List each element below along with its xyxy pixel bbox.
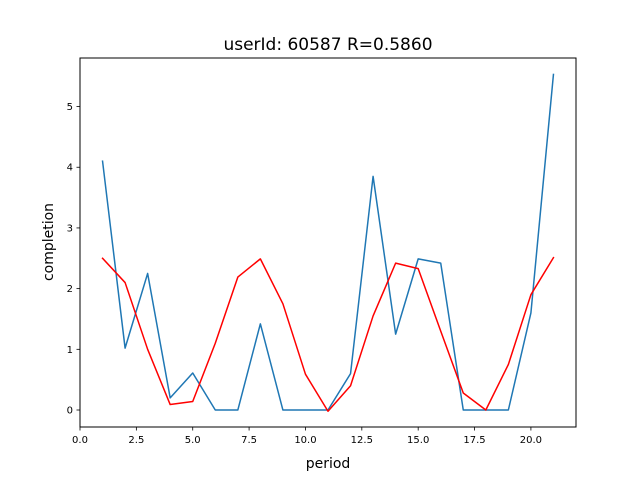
y-tick-label: 0	[67, 406, 73, 417]
x-tick-label: 17.5	[463, 435, 485, 446]
x-tick-label: 20.0	[520, 435, 542, 446]
x-tick-label: 7.5	[241, 435, 257, 446]
x-tick-label: 12.5	[351, 435, 373, 446]
x-tick-label: 10.0	[294, 435, 316, 446]
x-tick-label: 0.0	[72, 435, 88, 446]
x-tick-label: 2.5	[128, 435, 144, 446]
x-axis: 0.0 2.5 5.0 7.5 10.0 12.5 15.0 17.5 20.0	[72, 427, 542, 446]
x-tick-label: 5.0	[185, 435, 201, 446]
plot-area	[80, 58, 576, 427]
y-tick-label: 5	[67, 102, 73, 113]
y-tick-label: 3	[67, 223, 73, 234]
chart-title: userId: 60587 R=0.5860	[223, 35, 432, 55]
series-layer	[101, 73, 555, 412]
y-axis: 0 1 2 3 4 5	[67, 102, 80, 417]
y-tick-label: 2	[67, 284, 73, 295]
y-axis-label: completion	[41, 203, 57, 281]
y-tick-label: 4	[67, 163, 73, 174]
y-tick-label: 1	[67, 345, 73, 356]
x-axis-label: period	[306, 456, 351, 472]
plot-frame	[79, 57, 577, 428]
series-line-2	[101, 256, 555, 412]
x-tick-label: 15.0	[407, 435, 429, 446]
